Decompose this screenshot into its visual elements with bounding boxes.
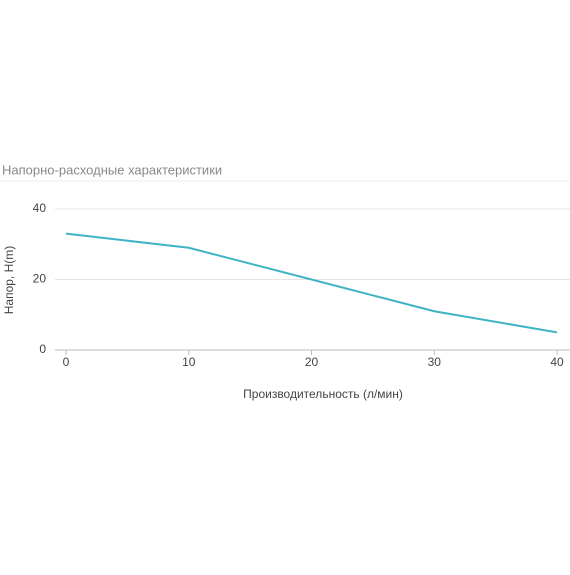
x-tick-label: 40 (550, 355, 564, 369)
x-tick-label: 20 (305, 355, 319, 369)
x-tick-label: 0 (63, 355, 70, 369)
x-axis-label: Производительность (л/мин) (243, 387, 403, 401)
y-axis-label: Напор, H(m) (2, 246, 16, 315)
chart-title: Напорно-расходные характеристики (2, 162, 222, 177)
data-line (65, 232, 558, 334)
x-tick-label: 10 (182, 355, 196, 369)
x-tick-label: 30 (428, 355, 442, 369)
y-tick-label: 40 (33, 201, 47, 215)
y-tick-label: 0 (39, 342, 46, 356)
y-tick-label: 20 (33, 272, 47, 286)
